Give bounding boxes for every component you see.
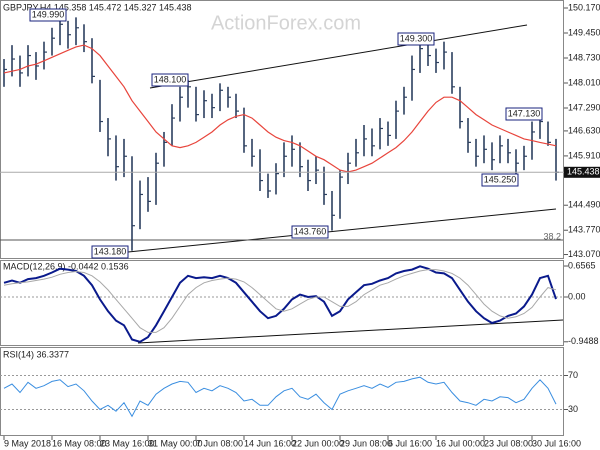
x-tick-label: 22 Jun 00:00 — [292, 438, 344, 448]
y-tick-label: -0.9488 — [568, 336, 599, 346]
y-tick-label: 70 — [568, 370, 578, 380]
watermark: ActionForex.com — [211, 12, 361, 34]
x-tick-label: 23 Jul 08:00 — [484, 438, 533, 448]
y-tick-label: 148.010 — [568, 77, 600, 87]
annotation-label: 143.180 — [94, 246, 127, 256]
x-tick-label: 31 May 00:00 — [148, 438, 203, 448]
y-tick-label: 0.00 — [568, 291, 586, 301]
x-tick-label: 6 Jul 16:00 — [388, 438, 432, 448]
y-tick-label: 144.490 — [568, 200, 600, 210]
x-tick-label: 9 May 2018 — [4, 438, 51, 448]
rsi-title: RSI(14) 36.3377 — [3, 349, 69, 359]
y-tick-label: 143.070 — [568, 249, 600, 259]
annotation-box — [291, 225, 329, 239]
upper-trend-line — [149, 24, 528, 89]
annotation-label: 147.130 — [508, 108, 541, 118]
price-panel-frame — [0, 0, 564, 259]
x-tick-label: 23 May 16:00 — [100, 438, 155, 448]
current-price-box — [564, 166, 600, 178]
annotation-box — [91, 245, 129, 259]
x-tick-label: 14 Jun 16:00 — [244, 438, 296, 448]
x-tick-label: 16 May 08:00 — [52, 438, 107, 448]
annotation-label: 145.250 — [484, 174, 517, 184]
chart-title: GBPJPY,H4 145.358 145.472 145.327 145.43… — [3, 2, 192, 12]
y-tick-label: 148.730 — [568, 52, 600, 62]
y-tick-label: 143.770 — [568, 225, 600, 235]
indicator-line — [3, 269, 557, 333]
macd-panel-frame — [0, 260, 564, 346]
y-tick-label: 147.290 — [568, 102, 600, 112]
annotation-label: 149.300 — [400, 33, 433, 43]
y-tick-label: 149.450 — [568, 27, 600, 37]
y-tick-label: 146.630 — [568, 125, 600, 135]
annotation-label: 149.990 — [32, 9, 65, 19]
lower-trend-line — [127, 208, 557, 253]
fibonacci-label: 38.2 — [543, 231, 561, 241]
annotation-label: 143.760 — [294, 226, 327, 236]
current-price-label: 145.438 — [567, 167, 600, 177]
moving-average — [3, 44, 557, 173]
annotation-box — [151, 73, 189, 87]
x-tick-label: 29 Jun 08:00 — [340, 438, 392, 448]
y-tick-label: 30 — [568, 404, 578, 414]
annotation-box — [397, 32, 435, 46]
x-tick-label: 7 Jun 08:00 — [196, 438, 243, 448]
x-tick-label: 30 Jul 16:00 — [532, 438, 581, 448]
x-tick-label: 16 Jul 00:00 — [436, 438, 485, 448]
annotation-box — [29, 8, 67, 22]
indicator-line — [3, 376, 557, 418]
annotation-box — [481, 173, 519, 187]
y-tick-label: 150.170 — [568, 2, 600, 12]
y-tick-label: 145.910 — [568, 150, 600, 160]
indicator-line — [3, 265, 557, 343]
rsi-panel-frame — [0, 347, 564, 436]
y-tick-label: 0.6565 — [568, 260, 596, 270]
macd-title: MACD(12,26,9) -0.0442 0.1536 — [3, 261, 129, 271]
annotation-box — [505, 107, 543, 121]
annotation-label: 148.100 — [154, 74, 187, 84]
